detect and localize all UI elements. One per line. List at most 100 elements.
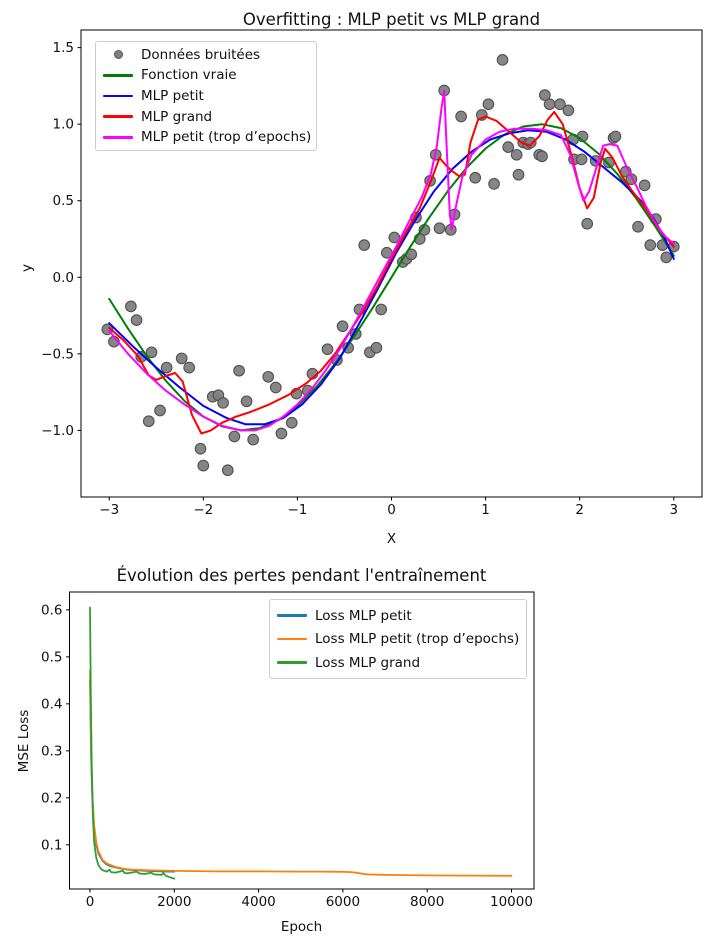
x-tick-label: −1 [287, 502, 307, 518]
legend-item: Loss MLP grand [270, 655, 526, 671]
scatter-point [632, 220, 644, 233]
top-y-axis-label: y [19, 264, 35, 272]
top-axes: −3 −2 −1 0 1 2 3 1.5 1.0 0.5 0.0 −0.5 −1.0 [41, 29, 703, 518]
scatter-point [233, 364, 245, 377]
x-tick-label: 3 [669, 502, 678, 518]
y-tick-label: 0.5 [53, 193, 74, 209]
scatter-point [609, 130, 622, 143]
scatter-point [433, 222, 446, 235]
legend-label: MLP petit [141, 87, 204, 104]
scatter-point [285, 416, 298, 429]
scatter-point [130, 314, 143, 327]
y-tick-label: 0.6 [41, 602, 62, 618]
series-line [108, 129, 675, 426]
scatter-point [482, 98, 495, 111]
y-tick-label: −1.0 [41, 423, 74, 439]
legend-label: Données bruitées [141, 46, 261, 63]
scatter-point [321, 343, 334, 356]
y-tick-label: 0.4 [41, 696, 62, 712]
bottom-axes: 0 2000 4000 6000 8000 10000 0.1 0.2 0.3 0.4 0.5 0.6 [41, 591, 535, 910]
series-line [108, 110, 675, 435]
x-tick-label: 1 [481, 502, 490, 518]
y-tick-label: −0.5 [41, 346, 74, 362]
y-tick-label: 0.1 [41, 837, 62, 853]
scatter-point [388, 231, 401, 244]
scatter-point [125, 300, 137, 313]
scatter-series [101, 54, 680, 477]
legend-label: Loss MLP petit (trop d’epochs) [315, 631, 520, 647]
scatter-point [275, 427, 288, 440]
scatter-point [562, 104, 575, 117]
line-marker-icon [277, 637, 307, 641]
series-line [89, 679, 176, 873]
series-line [108, 123, 675, 432]
scatter-point [512, 168, 525, 181]
legend-item: Loss MLP petit [270, 608, 526, 624]
line-marker-icon [103, 74, 133, 77]
top-legend: Données bruitées Fonction vraie MLP peti… [95, 41, 317, 151]
scatter-point [638, 179, 651, 192]
legend-item: Données bruitées [96, 47, 316, 63]
top-chart-title: Overfitting : MLP petit vs MLP grand [243, 10, 540, 29]
scatter-point [217, 396, 229, 409]
x-tick-label: 4000 [241, 894, 275, 910]
legend-item: Loss MLP petit (trop d’epochs) [270, 631, 526, 647]
bottom-legend: Loss MLP petit Loss MLP petit (trop d’ep… [269, 599, 527, 679]
scatter-point [240, 395, 253, 408]
series-line [89, 670, 513, 877]
scatter-marker-icon [103, 50, 133, 60]
y-tick-label: 0.2 [41, 790, 62, 806]
series-line [108, 89, 675, 432]
scatter-point [496, 54, 509, 66]
scatter-point [221, 464, 234, 477]
scatter-point [197, 459, 210, 472]
scatter-point [183, 361, 196, 374]
legend-item: Fonction vraie [96, 67, 316, 83]
scatter-point [488, 178, 500, 190]
line-marker-icon [103, 94, 133, 98]
scatter-point [554, 98, 566, 111]
scatter-point [269, 381, 282, 394]
y-tick-label: 0.3 [41, 743, 62, 759]
scatter-point [539, 89, 551, 101]
x-tick-label: 0 [86, 894, 95, 910]
legend-label: Loss MLP petit [315, 607, 412, 624]
legend-item: MLP grand [96, 109, 316, 125]
legend-item: MLP petit (trop d’epochs) [96, 129, 316, 145]
x-tick-label: −3 [99, 502, 119, 518]
x-tick-label: 10000 [490, 894, 533, 910]
scatter-point [581, 217, 594, 230]
scatter-point [502, 141, 515, 153]
x-tick-label: 6000 [326, 894, 360, 910]
x-tick-label: −2 [193, 502, 213, 518]
scatter-point [228, 430, 241, 443]
axes-frame [69, 591, 535, 890]
legend-label: Fonction vraie [141, 67, 237, 84]
x-tick-label: 0 [387, 502, 396, 518]
bottom-x-axis-label: Epoch [281, 919, 322, 935]
scatter-point [145, 346, 158, 359]
scatter-point [194, 442, 207, 455]
line-marker-icon [277, 614, 307, 617]
scatter-point [358, 239, 371, 251]
scatter-point [336, 320, 349, 333]
scatter-point [175, 352, 188, 365]
y-tick-label: 0.0 [53, 270, 74, 286]
series-line [89, 606, 176, 880]
scatter-point [543, 98, 556, 111]
scatter-point [375, 303, 388, 316]
scatter-point [455, 110, 467, 123]
scatter-point [247, 433, 260, 446]
scatter-point [469, 171, 482, 184]
x-tick-label: 2000 [157, 894, 191, 910]
line-marker-icon [103, 115, 133, 118]
scatter-point [510, 148, 523, 161]
legend-item: MLP petit [96, 88, 316, 104]
top-x-axis-label: X [387, 531, 396, 547]
bottom-chart-title: Évolution des pertes pendant l'entraînem… [117, 566, 487, 585]
scatter-point [154, 404, 166, 417]
bottom-y-axis-label: MSE Loss [16, 710, 32, 773]
scatter-point [524, 136, 537, 149]
